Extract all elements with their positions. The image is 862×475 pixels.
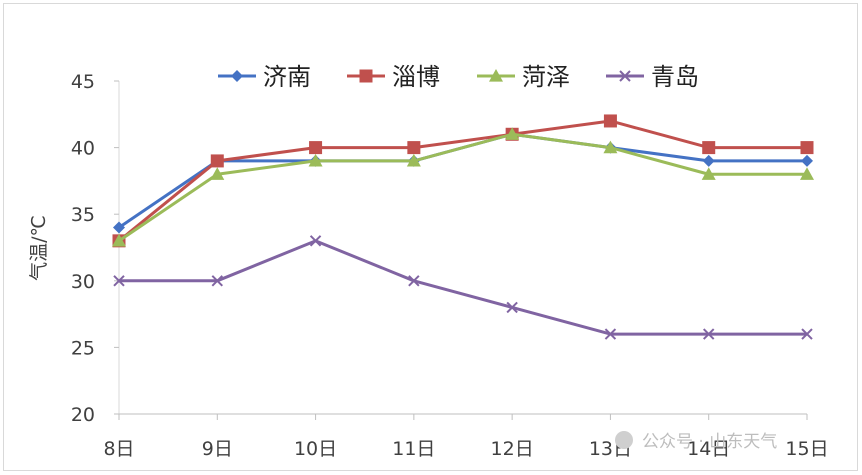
legend-item: 济南	[218, 63, 311, 91]
y-tick-label: 20	[71, 404, 95, 426]
data-point	[505, 127, 520, 140]
series-line	[119, 239, 807, 336]
data-point	[701, 167, 716, 180]
data-point	[309, 141, 323, 155]
series-4	[113, 235, 813, 340]
legend-marker	[231, 70, 243, 82]
y-axis-label: 气温/℃	[28, 215, 50, 281]
series-line	[118, 132, 807, 243]
axes	[118, 81, 807, 415]
x-tick-label: 14日	[687, 438, 730, 460]
data-point	[408, 275, 420, 287]
data-point	[113, 275, 125, 287]
y-tick-labels: 20 25 30 35 40 45	[71, 71, 119, 426]
data-point	[801, 154, 813, 167]
legend-marker	[489, 69, 503, 82]
data-point	[506, 301, 518, 314]
x-tick-label: 9日	[202, 438, 233, 460]
data-point	[308, 153, 323, 167]
data-point	[406, 153, 421, 167]
data-point	[210, 154, 224, 168]
data-point	[604, 328, 617, 340]
y-tick-label: 25	[71, 337, 95, 359]
y-tick-label: 45	[71, 71, 95, 93]
y-tick-label: 35	[71, 204, 95, 226]
series-line	[118, 119, 807, 243]
data-point	[801, 328, 813, 340]
legend-marker	[359, 69, 373, 83]
data-point	[800, 141, 814, 155]
legend-label: 济南	[263, 63, 311, 91]
y-tick-label: 40	[71, 138, 95, 160]
data-point	[702, 141, 716, 155]
y-tick-label: 30	[71, 271, 95, 293]
legend-marker	[619, 70, 631, 82]
series-group	[112, 114, 814, 340]
x-tick-label: 12日	[491, 438, 534, 460]
data-point	[800, 167, 814, 180]
chart-frame	[3, 3, 858, 471]
data-point	[603, 140, 618, 154]
legend-label: 菏泽	[522, 63, 570, 91]
legend-label: 淄博	[392, 63, 440, 91]
legend-label: 青岛	[651, 63, 699, 91]
data-point	[211, 275, 223, 287]
legend: 济南 淄博 菏泽 青岛	[218, 63, 699, 91]
x-tick-label: 8日	[103, 438, 134, 460]
watermark-text: 公众号 · 山东天气	[642, 432, 777, 452]
legend-item: 淄博	[347, 63, 440, 91]
watermark: 公众号 · 山东天气	[615, 431, 777, 452]
series-2	[112, 114, 814, 248]
data-point	[702, 154, 715, 167]
data-point	[210, 167, 225, 180]
data-point	[112, 233, 126, 247]
data-point	[703, 328, 715, 340]
x-tick-label: 11日	[392, 438, 435, 460]
data-point	[113, 221, 125, 234]
data-point	[603, 114, 617, 128]
legend-item: 菏泽	[477, 63, 570, 91]
x-tick-label: 10日	[294, 438, 337, 460]
x-tick-label: 15日	[785, 438, 828, 460]
data-point	[407, 141, 421, 155]
wechat-icon	[615, 431, 633, 449]
series-3	[112, 127, 814, 247]
x-tick-labels: 8日 9日 10日 11日 12日 13日 14日 15日	[103, 414, 829, 460]
legend-item: 青岛	[606, 63, 699, 91]
data-point	[309, 235, 322, 247]
